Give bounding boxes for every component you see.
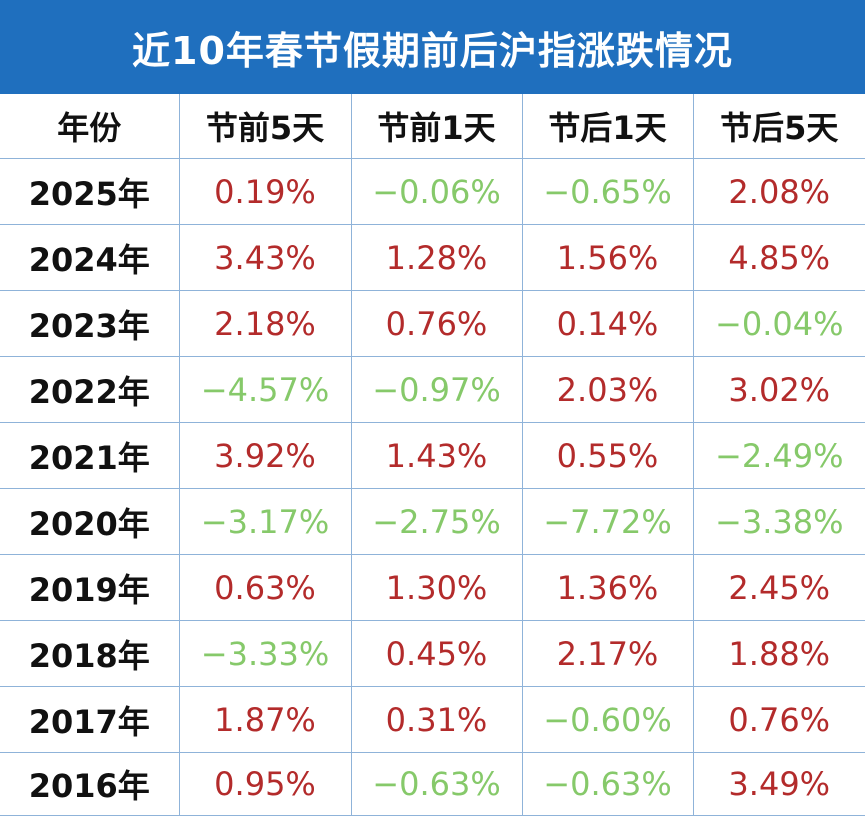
value-cell: −4.57%: [178, 356, 352, 423]
value-cell: −0.97%: [350, 356, 523, 423]
year-cell: 2020年: [0, 488, 180, 555]
value-cell: 1.28%: [350, 224, 523, 291]
column-header-post-5d: 节后5天: [692, 94, 865, 159]
year-cell: 2024年: [0, 224, 180, 291]
value-cell: −2.75%: [350, 488, 523, 555]
year-cell: 2023年: [0, 290, 180, 357]
year-cell: 2022年: [0, 356, 180, 423]
value-cell: 0.63%: [178, 554, 352, 621]
value-cell: −7.72%: [521, 488, 694, 555]
table-row: 2017年 1.87% 0.31% −0.60% 0.76%: [0, 686, 865, 753]
value-cell: 3.02%: [692, 356, 865, 423]
value-cell: −0.60%: [521, 686, 694, 753]
table-row: 2018年 −3.33% 0.45% 2.17% 1.88%: [0, 620, 865, 687]
value-cell: −0.63%: [350, 752, 523, 816]
column-header-post-1d: 节后1天: [521, 94, 694, 159]
year-cell: 2025年: [0, 158, 180, 225]
column-header-year: 年份: [0, 94, 180, 159]
year-cell: 2018年: [0, 620, 180, 687]
table-row: 2025年 0.19% −0.06% −0.65% 2.08%: [0, 158, 865, 225]
header-row: 年份 节前5天 节前1天 节后1天 节后5天: [0, 94, 865, 159]
value-cell: 2.18%: [178, 290, 352, 357]
value-cell: 4.85%: [692, 224, 865, 291]
table-title: 近10年春节假期前后沪指涨跌情况: [0, 0, 865, 94]
value-cell: 1.36%: [521, 554, 694, 621]
value-cell: 3.43%: [178, 224, 352, 291]
table-row: 2016年 0.95% −0.63% −0.63% 3.49%: [0, 752, 865, 816]
value-cell: 0.76%: [350, 290, 523, 357]
table-row: 2023年 2.18% 0.76% 0.14% −0.04%: [0, 290, 865, 357]
value-cell: 0.95%: [178, 752, 352, 816]
column-header-pre-1d: 节前1天: [350, 94, 523, 159]
value-cell: 0.45%: [350, 620, 523, 687]
value-cell: 0.14%: [521, 290, 694, 357]
table-row: 2024年 3.43% 1.28% 1.56% 4.85%: [0, 224, 865, 291]
column-header-pre-5d: 节前5天: [178, 94, 352, 159]
value-cell: 0.55%: [521, 422, 694, 489]
value-cell: −3.38%: [692, 488, 865, 555]
value-cell: 3.49%: [692, 752, 865, 816]
year-cell: 2021年: [0, 422, 180, 489]
value-cell: −3.33%: [178, 620, 352, 687]
value-cell: −0.65%: [521, 158, 694, 225]
value-cell: 2.17%: [521, 620, 694, 687]
value-cell: 0.19%: [178, 158, 352, 225]
value-cell: 2.08%: [692, 158, 865, 225]
year-cell: 2016年: [0, 752, 180, 816]
table-row: 2022年 −4.57% −0.97% 2.03% 3.02%: [0, 356, 865, 423]
returns-table: 年份 节前5天 节前1天 节后1天 节后5天 2025年 0.19% −0.06% −…: [0, 94, 865, 816]
value-cell: 0.76%: [692, 686, 865, 753]
year-cell: 2017年: [0, 686, 180, 753]
table-row: 2019年 0.63% 1.30% 1.36% 2.45%: [0, 554, 865, 621]
value-cell: −3.17%: [178, 488, 352, 555]
value-cell: 1.56%: [521, 224, 694, 291]
value-cell: −0.06%: [350, 158, 523, 225]
value-cell: 1.88%: [692, 620, 865, 687]
value-cell: 2.45%: [692, 554, 865, 621]
value-cell: 1.30%: [350, 554, 523, 621]
value-cell: −0.04%: [692, 290, 865, 357]
value-cell: 1.43%: [350, 422, 523, 489]
value-cell: 3.92%: [178, 422, 352, 489]
table-row: 2021年 3.92% 1.43% 0.55% −2.49%: [0, 422, 865, 489]
value-cell: −2.49%: [692, 422, 865, 489]
table-row: 2020年 −3.17% −2.75% −7.72% −3.38%: [0, 488, 865, 555]
value-cell: 0.31%: [350, 686, 523, 753]
year-cell: 2019年: [0, 554, 180, 621]
value-cell: −0.63%: [521, 752, 694, 816]
value-cell: 1.87%: [178, 686, 352, 753]
value-cell: 2.03%: [521, 356, 694, 423]
table-body: 2025年 0.19% −0.06% −0.65% 2.08% 2024年 3.43% 1.2…: [0, 158, 865, 816]
